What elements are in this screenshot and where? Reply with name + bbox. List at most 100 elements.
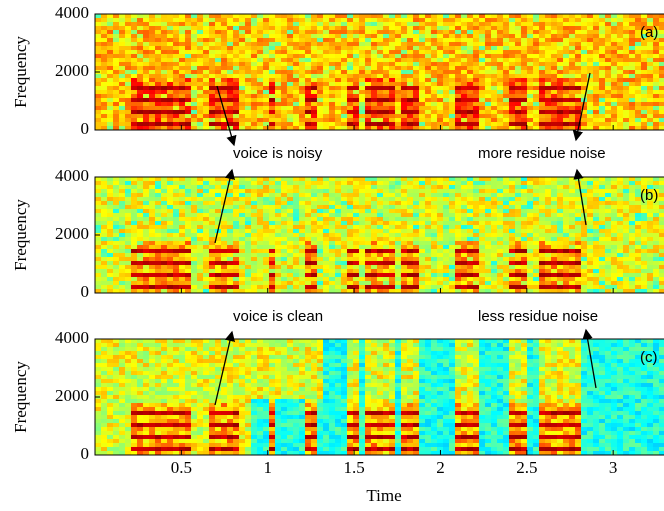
spectrogram-cell: [203, 229, 209, 233]
spectrogram-cell: [521, 14, 527, 18]
spectrogram-cell: [467, 249, 473, 253]
spectrogram-cell: [119, 217, 125, 221]
spectrogram-cell: [443, 281, 449, 285]
spectrogram-cell: [575, 118, 581, 122]
spectrogram-cell: [245, 70, 251, 74]
spectrogram-cell: [605, 98, 611, 102]
spectrogram-cell: [491, 94, 497, 98]
spectrogram-cell: [425, 217, 431, 221]
spectrogram-cell: [629, 30, 635, 34]
spectrogram-cell: [101, 118, 107, 122]
spectrogram-cell: [443, 50, 449, 54]
spectrogram-cell: [125, 90, 131, 94]
spectrogram-cell: [161, 201, 167, 205]
spectrogram-cell: [125, 185, 131, 189]
spectrogram-cell: [623, 106, 629, 110]
spectrogram-cell: [365, 70, 371, 74]
spectrogram-cell: [407, 26, 413, 30]
spectrogram-cell: [317, 253, 323, 257]
spectrogram-cell: [149, 66, 155, 70]
spectrogram-cell: [263, 34, 269, 38]
spectrogram-cell: [479, 34, 485, 38]
spectrogram-cell: [203, 205, 209, 209]
spectrogram-cell: [131, 197, 137, 201]
spectrogram-cell: [377, 289, 383, 293]
spectrogram-cell: [179, 209, 185, 213]
spectrogram-cell: [311, 201, 317, 205]
spectrogram-cell: [419, 110, 425, 114]
spectrogram-cell: [563, 94, 569, 98]
spectrogram-cell: [611, 82, 617, 86]
spectrogram-cell: [179, 26, 185, 30]
spectrogram-cell: [197, 62, 203, 66]
spectrogram-cell: [431, 209, 437, 213]
spectrogram-cell: [113, 34, 119, 38]
spectrogram-cell: [221, 86, 227, 90]
spectrogram-cell: [323, 54, 329, 58]
spectrogram-cell: [473, 241, 479, 245]
spectrogram-cell: [215, 265, 221, 269]
spectrogram-cell: [407, 213, 413, 217]
spectrogram-cell: [479, 245, 485, 249]
spectrogram-cell: [311, 34, 317, 38]
spectrogram-cell: [617, 54, 623, 58]
spectrogram-cell: [239, 197, 245, 201]
spectrogram-cell: [305, 177, 311, 181]
spectrogram-cell: [461, 62, 467, 66]
spectrogram-cell: [497, 205, 503, 209]
spectrogram-cell: [143, 98, 149, 102]
spectrogram-cell: [383, 197, 389, 201]
spectrogram-cell: [359, 253, 365, 257]
spectrogram-cell: [455, 197, 461, 201]
spectrogram-cell: [341, 269, 347, 273]
spectrogram-cell: [575, 62, 581, 66]
spectrogram-cell: [95, 277, 101, 281]
spectrogram-cell: [461, 102, 467, 106]
spectrogram-cell: [587, 50, 593, 54]
spectrogram-cell: [479, 14, 485, 18]
spectrogram-cell: [95, 94, 101, 98]
spectrogram-cell: [341, 185, 347, 189]
spectrogram-cell: [515, 86, 521, 90]
spectrogram-cell: [167, 62, 173, 66]
spectrogram-cell: [365, 285, 371, 289]
spectrogram-cell: [293, 62, 299, 66]
spectrogram-cell: [191, 98, 197, 102]
spectrogram-cell: [575, 50, 581, 54]
spectrogram-cell: [155, 90, 161, 94]
spectrogram-cell: [461, 289, 467, 293]
spectrogram-cell: [263, 285, 269, 289]
spectrogram-cell: [473, 221, 479, 225]
spectrogram-cell: [245, 94, 251, 98]
spectrogram-cell: [443, 38, 449, 42]
spectrogram-cell: [323, 118, 329, 122]
spectrogram-cell: [503, 189, 509, 193]
spectrogram-cell: [641, 90, 647, 94]
spectrogram-cell: [449, 229, 455, 233]
spectrogram-cell: [551, 26, 557, 30]
spectrogram-cell: [653, 38, 659, 42]
spectrogram-cell: [401, 94, 407, 98]
spectrogram-cell: [527, 233, 533, 237]
spectrogram-cell: [377, 233, 383, 237]
spectrogram-cell: [383, 281, 389, 285]
spectrogram-cell: [263, 273, 269, 277]
spectrogram-cell: [167, 110, 173, 114]
spectrogram-cell: [395, 245, 401, 249]
spectrogram-cell: [275, 225, 281, 229]
spectrogram-cell: [215, 42, 221, 46]
spectrogram-cell: [263, 118, 269, 122]
spectrogram-cell: [407, 273, 413, 277]
spectrogram-cell: [269, 106, 275, 110]
spectrogram-cell: [185, 257, 191, 261]
spectrogram-cell: [251, 66, 257, 70]
spectrogram-cell: [365, 42, 371, 46]
spectrogram-cell: [245, 237, 251, 241]
spectrogram-cell: [179, 253, 185, 257]
spectrogram-cell: [113, 122, 119, 126]
spectrogram-cell: [647, 74, 653, 78]
spectrogram-cell: [563, 78, 569, 82]
spectrogram-cell: [407, 114, 413, 118]
spectrogram-cell: [539, 229, 545, 233]
spectrogram-cell: [491, 225, 497, 229]
